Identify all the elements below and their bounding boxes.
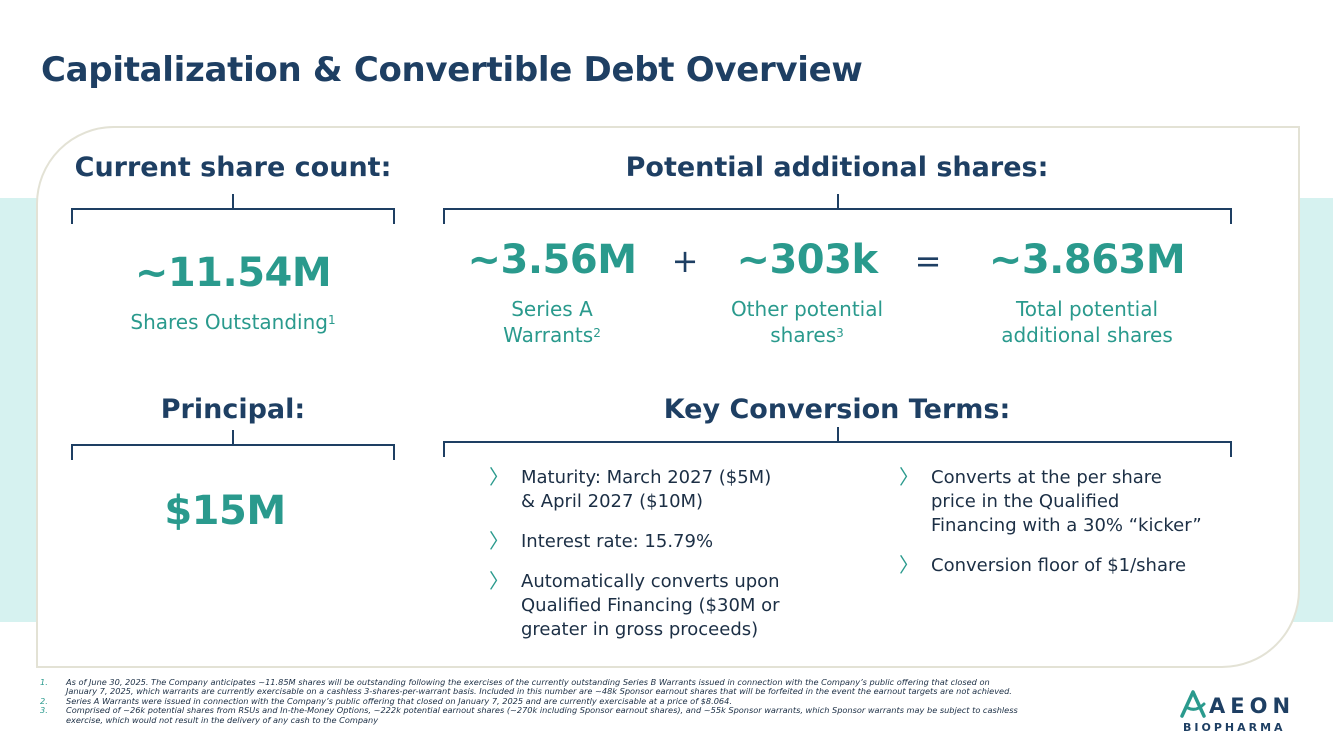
chevron-right-icon: 〉 — [899, 465, 919, 489]
other-potential-shares-value: ~303k — [736, 237, 878, 283]
aeon-logo-icon — [1180, 690, 1206, 718]
chevron-right-icon: 〉 — [899, 553, 919, 577]
current-share-bracket — [71, 194, 395, 224]
footnotes: 1. As of June 30, 2025. The Company anti… — [40, 677, 1180, 725]
conversion-terms-left-list: 〉 Maturity: March 2027 ($5M) & April 202… — [489, 466, 819, 658]
chevron-right-icon: 〉 — [489, 569, 509, 593]
shares-outstanding-label: Shares Outstanding1 — [130, 310, 336, 334]
other-potential-shares-label: Other potential shares3 — [730, 297, 884, 347]
principal-heading: Principal: — [160, 394, 306, 425]
principal-bracket — [71, 430, 395, 460]
conversion-terms-right-list: 〉 Converts at the per share price in the… — [899, 466, 1239, 594]
principal-value: $15M — [164, 488, 286, 534]
total-potential-shares-label: Total potential additional shares — [1001, 297, 1173, 347]
logo-wordmark: AEON — [1209, 694, 1296, 718]
current-share-count-heading: Current share count: — [74, 152, 392, 183]
footnote-3: 3. Comprised of ~26k potential shares fr… — [40, 705, 1018, 725]
series-a-warrants-value: ~3.56M — [467, 237, 637, 283]
page-title: Capitalization & Convertible Debt Overvi… — [41, 50, 863, 90]
series-a-warrants-label: Series A Warrants2 — [503, 297, 601, 347]
equals-sign: = — [914, 242, 942, 280]
total-potential-shares-value: ~3.863M — [988, 237, 1186, 283]
list-item: 〉 Maturity: March 2027 ($5M) & April 202… — [489, 465, 772, 512]
logo-subtitle: BIOPHARMA — [1183, 721, 1286, 734]
key-conversion-terms-bracket — [443, 427, 1232, 457]
key-conversion-terms-heading: Key Conversion Terms: — [663, 394, 1011, 425]
potential-shares-bracket — [443, 194, 1232, 224]
list-item: 〉 Interest rate: 15.79% — [489, 529, 714, 553]
footnote-2: 2. Series A Warrants were issued in conn… — [40, 695, 732, 706]
list-item: 〉 Conversion floor of $1/share — [899, 553, 1187, 577]
plus-sign: + — [671, 242, 699, 280]
potential-shares-heading: Potential additional shares: — [625, 152, 1049, 183]
chevron-right-icon: 〉 — [489, 465, 509, 489]
shares-outstanding-value: ~11.54M — [134, 250, 332, 296]
chevron-right-icon: 〉 — [489, 529, 509, 553]
list-item: 〉 Automatically converts upon Qualified … — [489, 569, 780, 640]
footnote-1: 1. As of June 30, 2025. The Company anti… — [40, 677, 1012, 697]
list-item: 〉 Converts at the per share price in the… — [899, 465, 1202, 536]
content-card — [36, 126, 1300, 668]
